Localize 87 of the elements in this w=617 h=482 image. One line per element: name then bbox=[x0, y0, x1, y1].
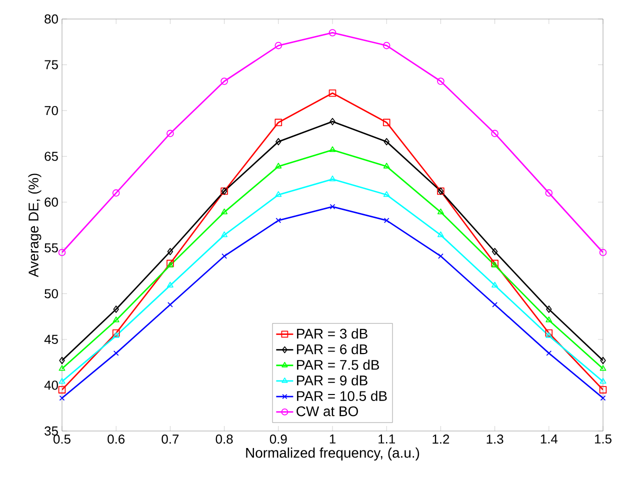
y-tick-label: 50 bbox=[44, 289, 58, 298]
x-axis-title: Normalized frequency, (a.u.) bbox=[246, 448, 420, 461]
point bbox=[58, 248, 66, 256]
point bbox=[167, 302, 173, 308]
point bbox=[546, 350, 552, 356]
point bbox=[329, 176, 336, 182]
legend-label: PAR = 7.5 dB bbox=[297, 360, 380, 370]
point bbox=[383, 191, 390, 197]
point bbox=[546, 316, 552, 322]
y-tick-label: 55 bbox=[44, 243, 58, 252]
point bbox=[545, 189, 553, 197]
legend-label: PAR = 6 dB bbox=[297, 344, 368, 354]
point bbox=[546, 306, 552, 313]
point bbox=[113, 306, 119, 313]
point bbox=[384, 138, 390, 146]
point bbox=[600, 365, 606, 371]
point bbox=[112, 189, 120, 197]
point bbox=[384, 218, 390, 224]
point bbox=[274, 118, 282, 126]
point bbox=[599, 386, 607, 394]
legend-label: PAR = 9 dB bbox=[297, 375, 368, 386]
y-tick-label: 65 bbox=[44, 152, 58, 161]
point bbox=[58, 365, 66, 371]
x-tick-label: 1 bbox=[330, 434, 336, 444]
point bbox=[330, 204, 336, 210]
legend-label: PAR = 3 dB bbox=[297, 328, 368, 339]
point bbox=[437, 208, 444, 214]
point bbox=[221, 208, 228, 214]
point bbox=[328, 90, 336, 97]
y-tick-label: 35 bbox=[44, 426, 58, 436]
point bbox=[491, 130, 498, 138]
point bbox=[112, 316, 120, 322]
x-tick-label: 0.5 bbox=[54, 434, 70, 444]
point bbox=[59, 356, 65, 364]
point bbox=[328, 29, 336, 36]
point bbox=[329, 146, 336, 152]
point bbox=[166, 130, 174, 138]
point bbox=[58, 378, 66, 384]
y-tick-label: 40 bbox=[44, 380, 58, 390]
point bbox=[59, 395, 65, 401]
point bbox=[382, 42, 390, 50]
x-tick-label: 1.3 bbox=[486, 434, 504, 444]
point bbox=[113, 350, 119, 356]
point bbox=[437, 231, 444, 238]
point bbox=[166, 282, 174, 288]
y-axis-title: Average DE, (%) bbox=[28, 174, 42, 278]
point bbox=[599, 248, 607, 256]
legend-label: CW at BO bbox=[296, 406, 358, 416]
x-tick-label: 1.2 bbox=[432, 434, 450, 444]
point bbox=[58, 386, 66, 394]
x-tick-label: 0.9 bbox=[270, 434, 287, 444]
x-tick-label: 1.4 bbox=[540, 434, 558, 444]
x-tick-label: 1.1 bbox=[378, 434, 395, 444]
point bbox=[220, 78, 228, 85]
point bbox=[274, 42, 282, 50]
x-tick-label: 0.7 bbox=[162, 434, 179, 444]
point bbox=[492, 302, 498, 308]
point bbox=[492, 282, 498, 288]
point bbox=[382, 118, 390, 126]
point bbox=[275, 191, 282, 197]
point bbox=[545, 329, 553, 337]
point bbox=[600, 378, 606, 384]
point bbox=[221, 231, 228, 238]
point bbox=[600, 356, 606, 364]
point bbox=[492, 248, 498, 256]
x-tick-label: 0.8 bbox=[216, 434, 233, 444]
point bbox=[276, 138, 282, 146]
legend-label: PAR = 10.5 dB bbox=[297, 390, 387, 401]
point bbox=[546, 332, 552, 338]
point bbox=[276, 218, 282, 224]
point bbox=[112, 332, 120, 338]
point bbox=[275, 162, 282, 168]
y-tick-label: 75 bbox=[44, 60, 58, 70]
point bbox=[438, 253, 444, 259]
point bbox=[437, 78, 444, 85]
y-tick-label: 60 bbox=[44, 198, 58, 207]
y-tick-label: 80 bbox=[44, 14, 58, 24]
point bbox=[167, 248, 174, 256]
point bbox=[112, 329, 120, 337]
point bbox=[222, 253, 228, 259]
x-tick-label: 1.5 bbox=[594, 434, 612, 444]
y-tick-label: 45 bbox=[44, 334, 58, 344]
y-tick-label: 70 bbox=[44, 106, 58, 116]
point bbox=[383, 162, 390, 168]
point bbox=[330, 118, 336, 126]
point bbox=[600, 395, 606, 401]
x-tick-label: 0.6 bbox=[108, 434, 125, 444]
